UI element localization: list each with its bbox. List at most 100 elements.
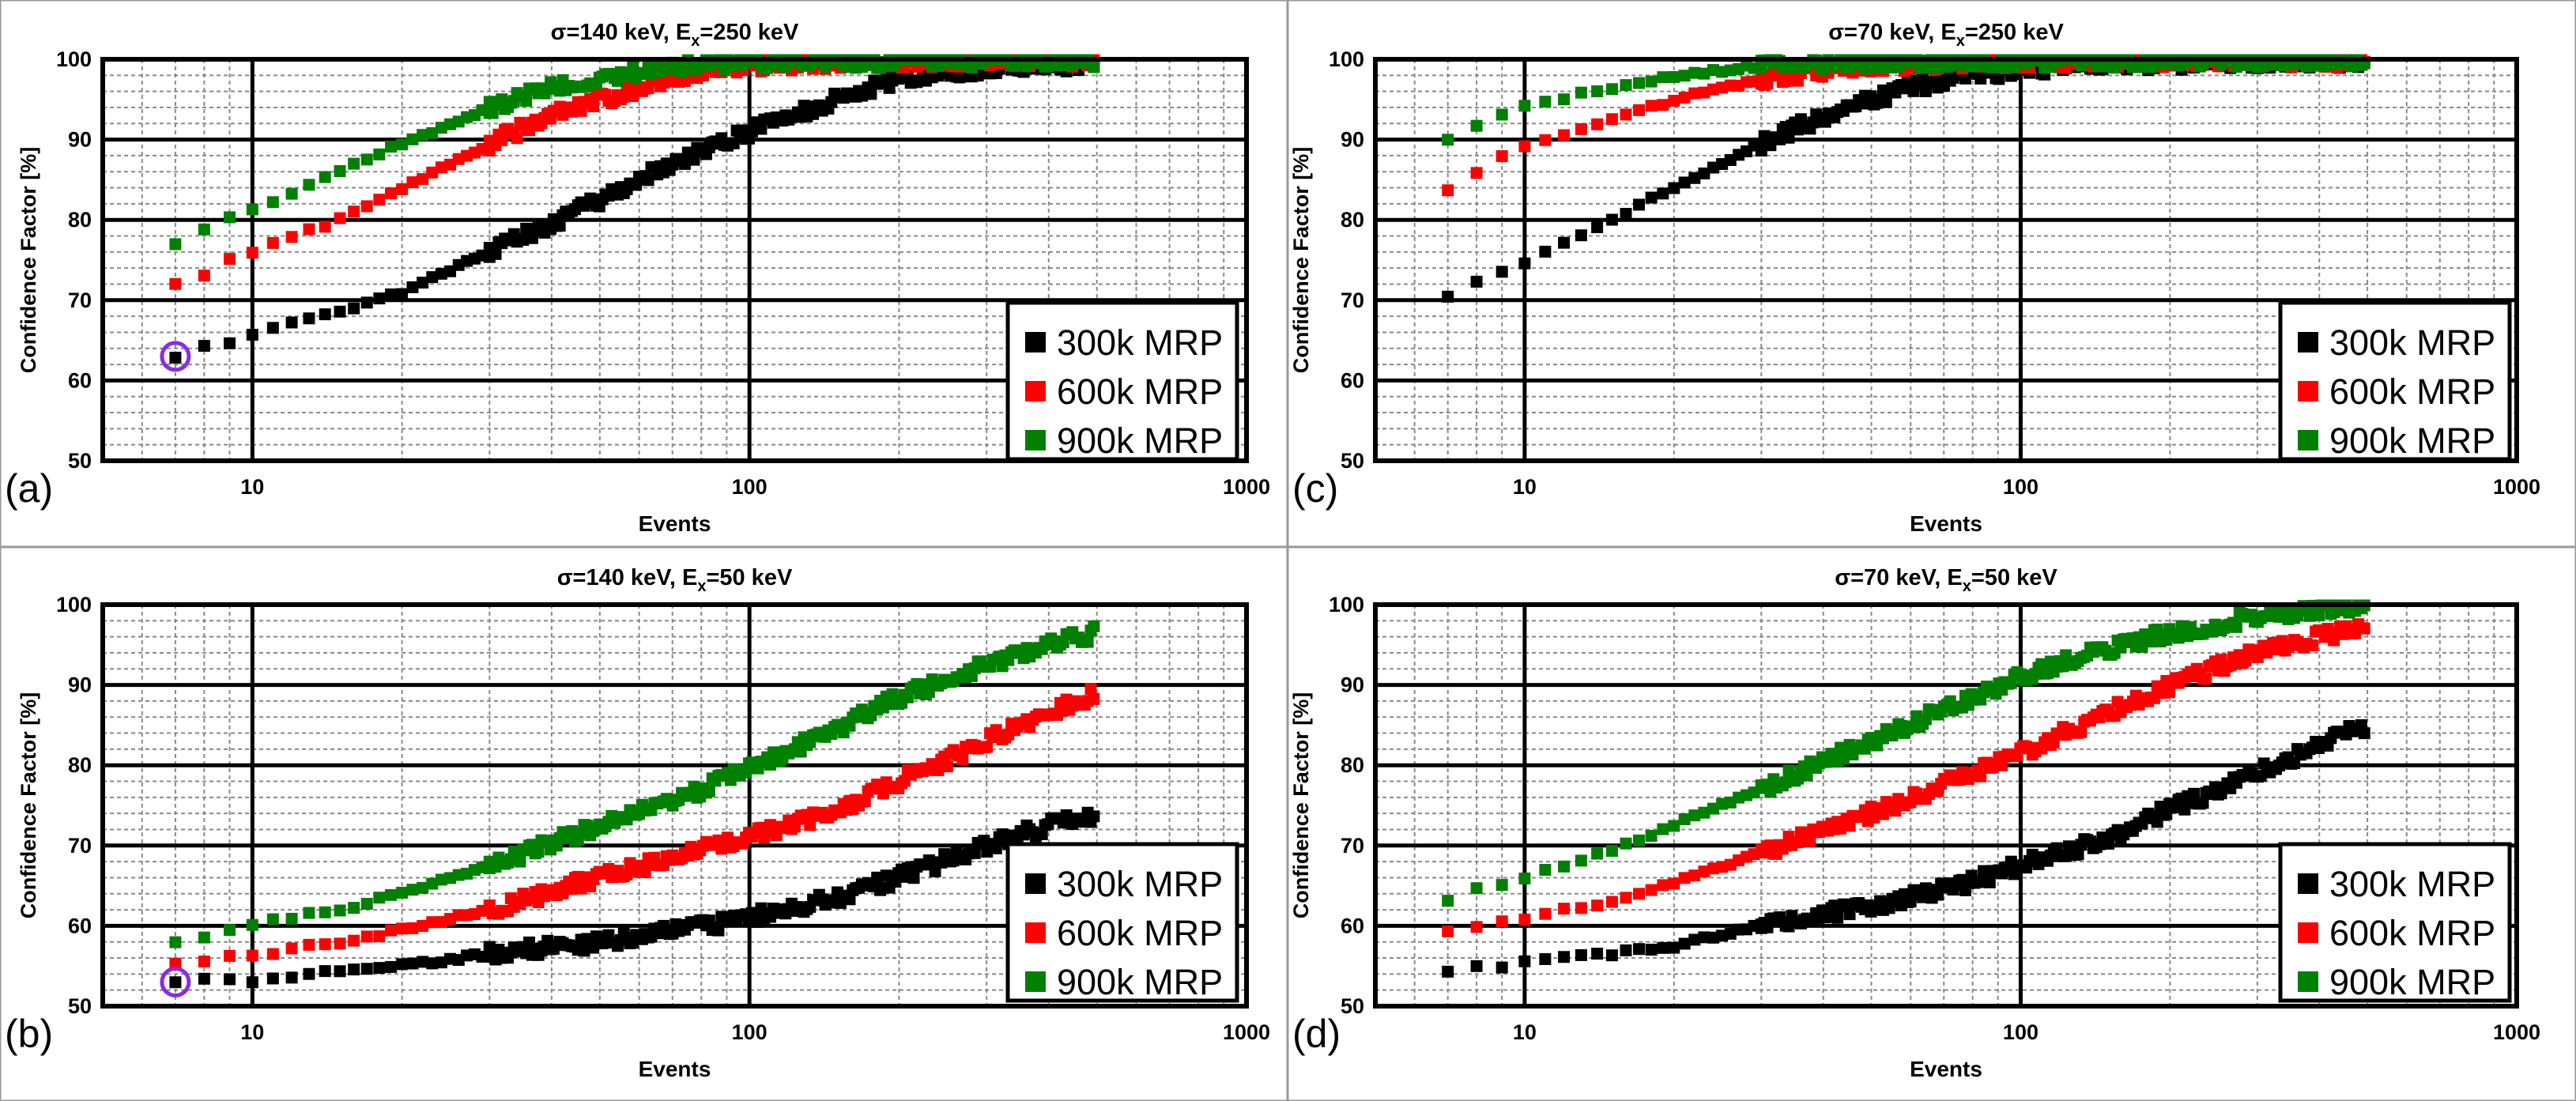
data-point	[406, 281, 419, 293]
highlight-circle	[160, 967, 191, 998]
data-point	[1657, 187, 1669, 200]
highlight-circle	[160, 341, 191, 372]
data-point	[198, 223, 210, 236]
data-point	[1668, 877, 1680, 890]
chart-title: σ=140 keV, Ex=250 keV	[551, 20, 799, 50]
data-point	[1518, 257, 1531, 270]
data-point	[198, 270, 210, 282]
data-point	[426, 271, 439, 284]
data-point	[426, 877, 439, 890]
data-point	[871, 871, 884, 884]
panel-label: (d)	[1292, 1012, 1341, 1056]
data-point	[303, 312, 315, 325]
data-point	[224, 337, 236, 349]
data-point	[285, 231, 298, 243]
chart-panel-3: 50 60 70 80 90 100 10 100 1000 Events Confidence F…	[1287, 546, 2576, 1101]
data-point	[1518, 872, 1531, 884]
legend-marker	[2298, 971, 2318, 992]
legend-label: 600k MRP	[1057, 913, 1223, 953]
data-point	[1974, 770, 1987, 782]
legend-marker	[1025, 430, 1046, 451]
data-point	[2230, 620, 2242, 633]
data-point	[198, 931, 210, 944]
data-point	[740, 766, 752, 779]
legend-label: 300k MRP	[1057, 864, 1223, 904]
data-point	[1442, 290, 1454, 303]
x-tick-label: 100	[2003, 1020, 2039, 1044]
data-point	[1470, 960, 1483, 972]
plot-frame	[1373, 57, 2519, 463]
data-point	[385, 288, 398, 300]
data-point	[246, 329, 258, 341]
data-point	[1620, 944, 1632, 956]
data-point	[1084, 683, 1097, 696]
panel-label: (b)	[5, 1012, 53, 1056]
y-tick-label: 100	[56, 47, 92, 71]
y-tick-label: 100	[1329, 593, 1364, 616]
data-point	[571, 870, 584, 883]
data-point	[1620, 837, 1632, 850]
data-point	[1088, 810, 1100, 823]
y-tick-label: 60	[1341, 368, 1364, 392]
data-point	[1668, 70, 1680, 83]
y-tick-label: 80	[68, 753, 92, 777]
legend: 300k MRP 600k MRP 900k MRP	[1005, 842, 1239, 1003]
data-point	[1558, 860, 1571, 873]
data-point	[1470, 119, 1483, 132]
data-point	[1591, 221, 1604, 233]
x-tick-label: 100	[732, 475, 768, 499]
data-point	[1657, 71, 1669, 84]
y-tick-label: 60	[68, 914, 92, 937]
data-point	[303, 223, 315, 236]
data-point	[511, 132, 523, 145]
chart-title-tail: =250 keV	[1965, 20, 2065, 45]
data-point	[1442, 134, 1454, 146]
y-tick-label: 100	[1329, 47, 1364, 71]
y-tick-label: 50	[1341, 449, 1364, 473]
data-point	[1831, 911, 1844, 924]
data-point	[1081, 635, 1094, 648]
y-tick-label: 70	[1341, 288, 1364, 312]
y-tick-label: 60	[68, 368, 92, 392]
data-point	[1558, 129, 1571, 141]
data-point	[396, 288, 409, 300]
y-tick-label: 70	[68, 288, 92, 312]
data-point	[1442, 925, 1454, 937]
data-point	[385, 924, 398, 937]
data-point	[417, 919, 429, 932]
data-point	[496, 134, 508, 146]
y-tick-label: 80	[1341, 208, 1364, 232]
data-point	[169, 976, 182, 989]
y-tick-label: 60	[1341, 914, 1364, 937]
data-point	[2312, 609, 2325, 621]
data-point	[373, 292, 386, 305]
data-point	[266, 196, 279, 209]
data-point	[319, 965, 331, 978]
data-point	[1470, 882, 1483, 895]
data-point	[1668, 182, 1680, 194]
data-point	[932, 764, 945, 776]
data-point	[2306, 639, 2319, 652]
legend-box	[2278, 842, 2512, 1003]
data-point	[417, 277, 429, 289]
data-point	[334, 164, 346, 177]
data-point	[360, 897, 373, 910]
data-point	[1518, 955, 1531, 967]
data-point	[1575, 123, 1587, 135]
data-point	[396, 922, 409, 935]
data-point	[1698, 167, 1710, 179]
data-point	[396, 183, 409, 195]
x-tick-label: 10	[1513, 1020, 1537, 1044]
data-point	[246, 918, 258, 931]
legend: 300k MRP 600k MRP 900k MRP	[1005, 300, 1239, 462]
y-tick-label: 90	[68, 673, 92, 697]
data-point	[1575, 229, 1587, 242]
data-point	[406, 884, 419, 896]
y-tick-label: 80	[1341, 753, 1364, 777]
data-point	[373, 148, 386, 160]
legend-label: 900k MRP	[1057, 962, 1223, 1002]
data-point	[334, 305, 346, 318]
data-point	[1880, 96, 1892, 108]
data-point	[712, 924, 725, 937]
data-point	[901, 691, 914, 703]
